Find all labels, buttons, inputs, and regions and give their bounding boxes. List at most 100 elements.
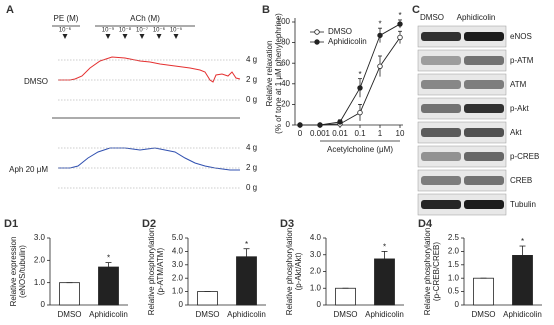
y-tick-label: 0 [41,300,46,309]
y-axis-label: Relative phosphorylation [147,228,156,316]
blot-band [421,56,461,65]
y-tick-label: 1.5 [448,260,460,269]
x-tick-label: DMSO [58,310,82,319]
row-label: DMSO [24,77,48,86]
x-tick-label: Aphidicolin [503,310,542,319]
y-tick-label: 0 [286,120,291,129]
y-tick-label: 0 [455,300,460,309]
legend-marker [314,39,320,45]
significance: * [378,19,381,28]
y-tick-label: 80 [281,38,290,47]
x-tick-label: 0.1 [354,129,366,138]
dose-label: 10⁻⁶ [153,27,166,34]
scale-label: 4 g [246,143,257,152]
blot-label: ATM [510,80,527,89]
blot-band [421,80,461,89]
scale-label: 2 g [246,75,257,84]
y-axis-label: (eNOS/tubulin) [18,245,27,298]
y-tick-label: 3.0 [172,260,184,269]
blot-band [464,80,504,89]
x-tick-label: Aphidicolin [89,310,128,319]
y-tick-label: 1.0 [448,273,460,282]
point [377,63,383,69]
y-tick-label: 2.5 [448,233,460,242]
y-axis-label: (p-ATM/ATM) [156,248,165,296]
panel-label: D4 [418,218,433,230]
panel-label: D3 [280,218,294,230]
bar [335,287,356,306]
y-axis-label: (p-CREB/CREB) [432,242,441,301]
pe-arrow [62,34,68,39]
bar [197,291,218,306]
blot-band [421,200,461,209]
x-axis-label: Acetylcholine (μM) [327,145,393,154]
blot-frame [417,49,507,72]
significance: * [358,70,361,79]
ach-arrow [105,34,111,39]
blot-band [421,152,461,161]
blot-frame [417,73,507,96]
blot-frame [417,25,507,48]
blot-label: p-Akt [510,104,529,113]
ach-label: ACh (M) [130,14,160,23]
bar [512,255,533,306]
y-tick-label: 1.0 [310,283,322,292]
series-line [300,37,401,126]
y-tick-label: 2.0 [172,273,184,282]
significance: * [107,254,110,263]
legend-label: DMSO [328,27,352,36]
blot-band [464,200,504,209]
ach-arrow [122,34,128,39]
panel-label: D2 [142,218,156,230]
x-tick-label: DMSO [196,310,220,319]
significance: * [245,240,248,249]
blot-band [421,128,461,137]
point [377,32,383,39]
y-tick-label: 100 [277,17,291,26]
blot-band [464,128,504,137]
blot-label: Akt [510,128,522,137]
pe-label: PE (M) [54,14,79,23]
x-tick-label: 10 [396,129,405,138]
point [397,21,403,27]
y-tick-label: 60 [281,58,290,67]
blot-frame [417,169,507,192]
y-tick-label: 3.0 [34,233,46,242]
blot-label: CREB [510,176,532,185]
x-tick-label: 0 [298,129,303,138]
blot-label: p-ATM [510,56,534,65]
ach-arrow [139,34,145,39]
y-tick-label: 40 [281,79,290,88]
y-tick-label: 5.0 [172,233,184,242]
blot-band [464,32,504,41]
legend-marker [314,29,320,35]
blot-frame [417,145,507,168]
bar [59,282,80,306]
y-tick-label: 3.0 [310,250,322,259]
y-axis-label: Relative relaxation [265,41,274,107]
x-tick-label: DMSO [472,310,496,319]
y-tick-label: 2.0 [448,247,460,256]
dose-label: 10⁻⁸ [119,27,132,34]
bar [473,277,494,306]
blot-band [464,56,504,65]
y-tick-label: 2.0 [310,267,322,276]
panel-label: B [262,4,270,16]
y-axis-label: Relative phosphorylation [423,228,432,316]
x-tick-label: 0.001 [310,129,331,138]
y-tick-label: 0 [179,300,184,309]
dose-label: 10⁻⁹ [102,27,115,34]
y-axis-label: (p-Akt/Akt) [294,252,303,290]
y-tick-label: 0 [317,300,322,309]
dose-label: 10⁻⁵ [170,27,183,34]
panel-label: C [412,4,420,16]
series-line [300,23,401,126]
y-tick-label: 2.0 [34,255,46,264]
y-tick-label: 20 [281,100,290,109]
blot-band [421,32,461,41]
blot-band [421,176,461,185]
blot-band [464,152,504,161]
point [337,119,343,125]
trace-aph [58,147,240,171]
